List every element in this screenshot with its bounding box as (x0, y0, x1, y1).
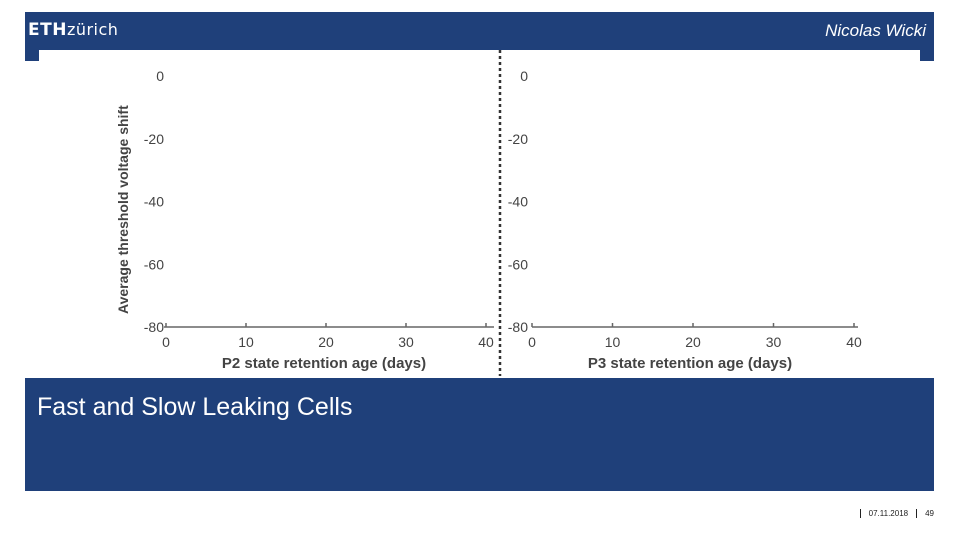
x-tick-label: 0 (162, 334, 170, 350)
page-number: 49 (925, 509, 934, 518)
x-tick-label: 40 (846, 334, 862, 350)
y-tick-label: 0 (156, 68, 164, 84)
y-tick-label: -60 (144, 256, 164, 272)
logo-eth: ETH (28, 20, 67, 40)
y-tick-label: -80 (508, 319, 528, 335)
footer: 07.11.2018 49 (859, 509, 934, 518)
x-axis-label: P3 state retention age (days) (588, 355, 792, 372)
x-axis-label: P2 state retention age (days) (222, 355, 426, 372)
y-tick-label: -60 (508, 256, 528, 272)
y-tick-label: -40 (144, 194, 164, 210)
header-bar: ETHzürich Nicolas Wicki (25, 12, 934, 50)
x-tick-label: 20 (685, 334, 701, 350)
y-tick-label: -20 (144, 131, 164, 147)
eth-zurich-logo: ETHzürich (28, 20, 118, 40)
x-tick-label: 10 (238, 334, 254, 350)
y-tick-label: -80 (144, 319, 164, 335)
footer-separator (859, 509, 861, 518)
slide-title: Fast and Slow Leaking Cells (37, 393, 353, 421)
y-axis-label: Average threshold voltage shift (115, 105, 131, 314)
x-tick-label: 10 (605, 334, 621, 350)
footer-separator (916, 509, 918, 518)
header-edge-left (25, 50, 39, 61)
footer-date: 07.11.2018 (868, 509, 909, 518)
logo-zurich: zürich (66, 20, 119, 39)
x-tick-label: 0 (528, 334, 536, 350)
header-edge-right (920, 50, 934, 61)
title-bar: Fast and Slow Leaking Cells (25, 378, 934, 491)
y-tick-label: -20 (508, 131, 528, 147)
chart-panel-p2: Average threshold voltage shift 0 -20 -40 -… (115, 68, 494, 372)
y-tick-label: -40 (508, 194, 528, 210)
x-tick-label: 20 (318, 334, 334, 350)
chart-panel-p3: 0 -20 -40 -60 -80 0 10 20 30 40 P3 state retenti… (508, 68, 862, 372)
y-tick-label: 0 (520, 68, 528, 84)
x-tick-label: 40 (478, 334, 494, 350)
x-tick-label: 30 (766, 334, 782, 350)
chart-figure: Average threshold voltage shift 0 -20 -40 -… (115, 50, 862, 376)
x-tick-label: 30 (398, 334, 414, 350)
author-name: Nicolas Wicki (825, 21, 926, 40)
